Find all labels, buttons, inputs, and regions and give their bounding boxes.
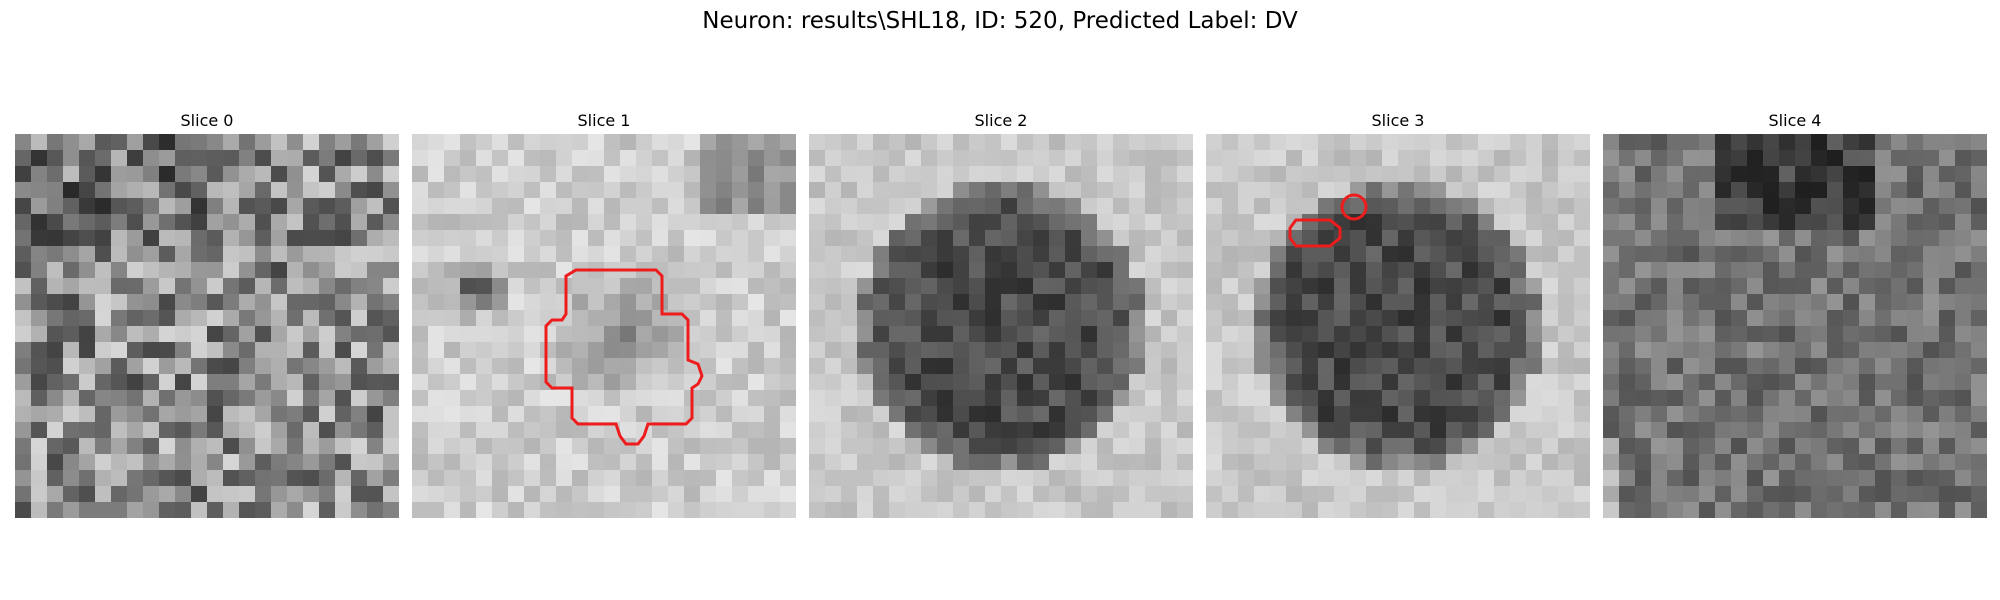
- roi-contour-small: [1288, 218, 1342, 248]
- roi-contour-circle: [1340, 193, 1368, 221]
- slice-image: [412, 134, 796, 518]
- slice-panel-3: Slice 3: [1206, 108, 1590, 518]
- slice-image: [1603, 134, 1987, 518]
- figure-title: Neuron: results\SHL18, ID: 520, Predicte…: [702, 8, 1298, 34]
- slice-title: Slice 3: [1371, 111, 1425, 130]
- slice-title: Slice 1: [577, 111, 631, 130]
- slice-canvas: [1206, 134, 1590, 518]
- slice-panel-1: Slice 1: [412, 108, 796, 518]
- slice-title: Slice 0: [180, 111, 234, 130]
- slice-canvas: [15, 134, 399, 518]
- slice-title: Slice 4: [1768, 111, 1822, 130]
- slice-image: [1206, 134, 1590, 518]
- contour-overlay: [544, 268, 704, 446]
- slice-canvas: [809, 134, 1193, 518]
- slice-image: [15, 134, 399, 518]
- slice-panel-2: Slice 2: [809, 108, 1193, 518]
- slice-panel-4: Slice 4: [1603, 108, 1987, 518]
- slice-panel-0: Slice 0: [15, 108, 399, 518]
- slice-canvas: [1603, 134, 1987, 518]
- slice-title: Slice 2: [974, 111, 1028, 130]
- contour-overlay: [1288, 193, 1368, 248]
- roi-contour: [544, 268, 704, 446]
- slice-image: [809, 134, 1193, 518]
- slice-canvas: [412, 134, 796, 518]
